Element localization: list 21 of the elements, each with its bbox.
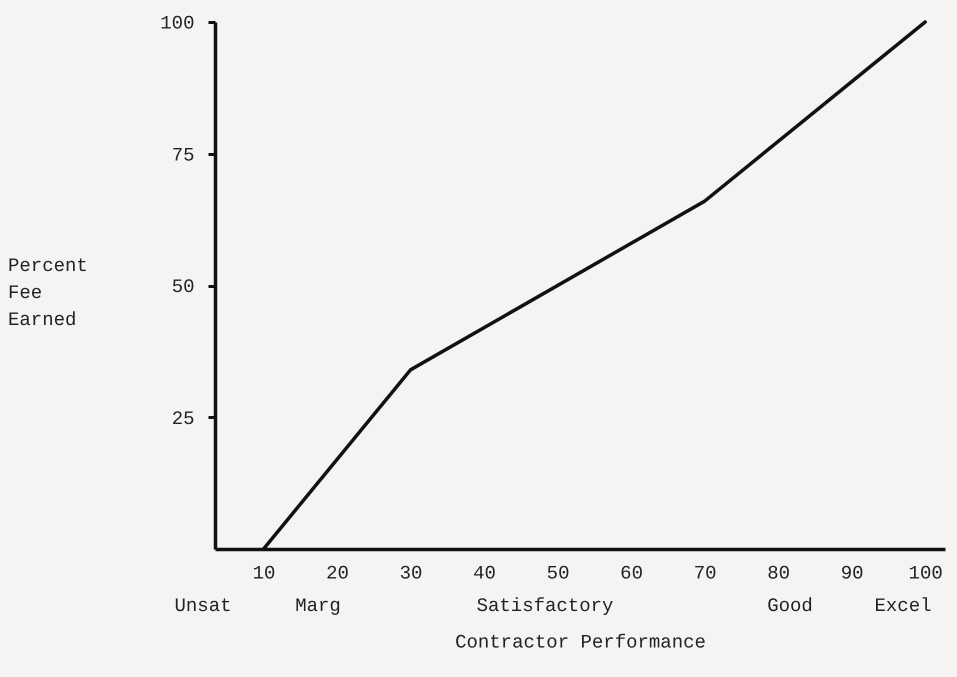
x-tick-label: 80	[767, 562, 790, 584]
text: Satisfactory	[476, 595, 614, 617]
x-tick-label: 70	[694, 562, 717, 584]
text: Good	[767, 595, 813, 617]
x-tick-label: 10	[252, 562, 276, 584]
y-axis-title: Percent Fee Earned	[8, 255, 88, 331]
y-tick-label: 75	[172, 144, 194, 166]
x-axis-title: Contractor Performance	[455, 632, 706, 654]
x-tick-label: 60	[620, 562, 643, 584]
x-tick-label: 40	[473, 562, 496, 584]
x-tick-label: 50	[546, 562, 570, 584]
x-tick-label: 90	[840, 562, 864, 584]
x-tick-label: 30	[400, 562, 422, 584]
x-tick-label: 100	[908, 562, 943, 584]
text: Marg	[295, 595, 341, 617]
y-tick-label: 25	[172, 408, 194, 430]
y-tick-label: 100	[160, 12, 194, 34]
x-tick-label: 20	[326, 562, 349, 584]
text: Unsat	[174, 595, 232, 617]
text: Excel	[874, 595, 932, 617]
y-tick-label: 50	[172, 276, 194, 298]
